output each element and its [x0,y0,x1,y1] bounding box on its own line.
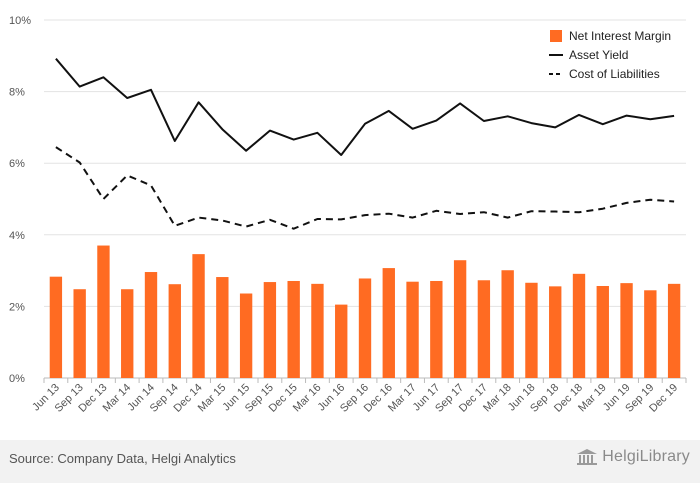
asset-yield-line [55,58,675,156]
bar [49,276,63,378]
y-tick-label: 10% [9,15,31,27]
bar [477,280,491,378]
legend: Net Interest Margin Asset Yield Cost of Li… [549,29,671,81]
bar [406,281,419,378]
bar [263,282,277,378]
building-icon [577,449,598,465]
bar [430,280,443,378]
brand-name: HelgiLibrary [602,448,690,465]
bar [168,284,181,378]
y-tick-label: 6% [9,158,25,170]
bar [644,290,657,378]
legend-label: Asset Yield [569,48,628,62]
legend-label: Cost of Liabilities [569,67,660,81]
bar [335,304,348,378]
legend-swatch [550,30,562,42]
bar [311,283,324,378]
y-tick-label: 0% [9,373,25,385]
bar [216,277,229,378]
y-tick-label: 8% [9,87,25,99]
source-note: Source: Company Data, Helgi Analytics [9,451,236,466]
y-axis: 0% 2% 4% 6% 8% 10% [9,15,31,385]
y-tick-label: 2% [9,301,25,313]
bar [620,283,633,378]
brand: HelgiLibrary [576,448,690,466]
legend-label: Net Interest Margin [569,29,671,43]
bar [287,280,300,378]
bar [144,272,158,378]
bar [97,245,110,378]
bar [239,293,253,378]
bar [192,254,205,378]
bar [501,270,514,378]
bar-series [49,245,681,378]
cost-of-liabilities-line [55,146,675,230]
y-tick-label: 4% [9,230,25,242]
bar [572,273,586,378]
bar [549,286,562,378]
bar [382,268,395,378]
bar [525,282,538,378]
bar [596,285,609,378]
line-series [55,58,675,230]
bar [667,283,681,378]
bar [453,260,467,378]
bar [73,289,86,378]
bar [121,289,134,378]
bar [358,278,372,378]
